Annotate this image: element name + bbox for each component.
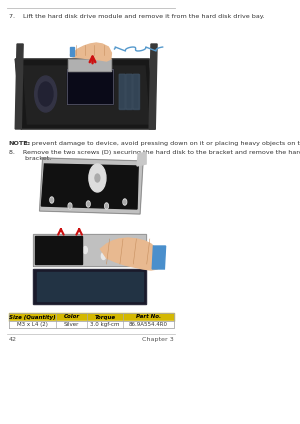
Text: 3.0 kgf-cm: 3.0 kgf-cm	[90, 322, 120, 327]
Polygon shape	[137, 152, 146, 166]
Circle shape	[120, 251, 124, 257]
Text: Size (Quantity): Size (Quantity)	[9, 315, 56, 320]
Circle shape	[65, 253, 69, 259]
Circle shape	[46, 251, 51, 257]
Circle shape	[123, 199, 127, 205]
Circle shape	[105, 204, 108, 208]
Polygon shape	[100, 238, 160, 270]
Text: bracket.: bracket.	[8, 156, 51, 161]
Polygon shape	[15, 59, 155, 129]
Text: Color: Color	[63, 315, 80, 320]
Circle shape	[105, 203, 108, 209]
Text: Part No.: Part No.	[136, 315, 161, 320]
Polygon shape	[152, 246, 166, 269]
Polygon shape	[70, 43, 111, 61]
Text: Silver: Silver	[64, 322, 79, 327]
Text: 86.9A554.4R0: 86.9A554.4R0	[129, 322, 168, 327]
Circle shape	[69, 204, 71, 208]
Polygon shape	[34, 234, 146, 266]
Polygon shape	[8, 321, 174, 328]
Circle shape	[35, 76, 57, 112]
Text: Torque: Torque	[94, 315, 116, 320]
Polygon shape	[35, 236, 82, 264]
Circle shape	[86, 201, 90, 207]
Circle shape	[68, 203, 72, 209]
Text: To prevent damage to device, avoid pressing down on it or placing heavy objects : To prevent damage to device, avoid press…	[21, 141, 300, 146]
Text: NOTE:: NOTE:	[8, 141, 31, 146]
Polygon shape	[67, 69, 112, 104]
Circle shape	[124, 200, 126, 204]
Polygon shape	[119, 74, 125, 109]
Polygon shape	[15, 44, 23, 129]
Polygon shape	[70, 47, 74, 56]
Polygon shape	[8, 313, 174, 321]
Polygon shape	[126, 74, 132, 109]
Polygon shape	[68, 59, 111, 71]
Circle shape	[83, 246, 87, 254]
Polygon shape	[34, 269, 146, 304]
Circle shape	[89, 164, 106, 192]
Circle shape	[87, 202, 89, 206]
Polygon shape	[149, 44, 157, 129]
Polygon shape	[37, 272, 143, 301]
Polygon shape	[133, 74, 140, 109]
Polygon shape	[41, 164, 138, 209]
Text: 42: 42	[8, 337, 16, 342]
Text: Chapter 3: Chapter 3	[142, 337, 174, 342]
Polygon shape	[40, 158, 143, 214]
Circle shape	[95, 174, 100, 182]
Text: 8.    Remove the two screws (D) securing the hard disk to the bracket and remove: 8. Remove the two screws (D) securing th…	[8, 150, 300, 155]
Circle shape	[50, 197, 54, 203]
Circle shape	[38, 82, 53, 106]
Circle shape	[50, 198, 53, 202]
Text: M3 x L4 (2): M3 x L4 (2)	[17, 322, 48, 327]
Circle shape	[101, 253, 106, 259]
Polygon shape	[23, 66, 149, 124]
Text: 7.    Lift the hard disk drive module and remove it from the hard disk drive bay: 7. Lift the hard disk drive module and r…	[8, 14, 264, 19]
